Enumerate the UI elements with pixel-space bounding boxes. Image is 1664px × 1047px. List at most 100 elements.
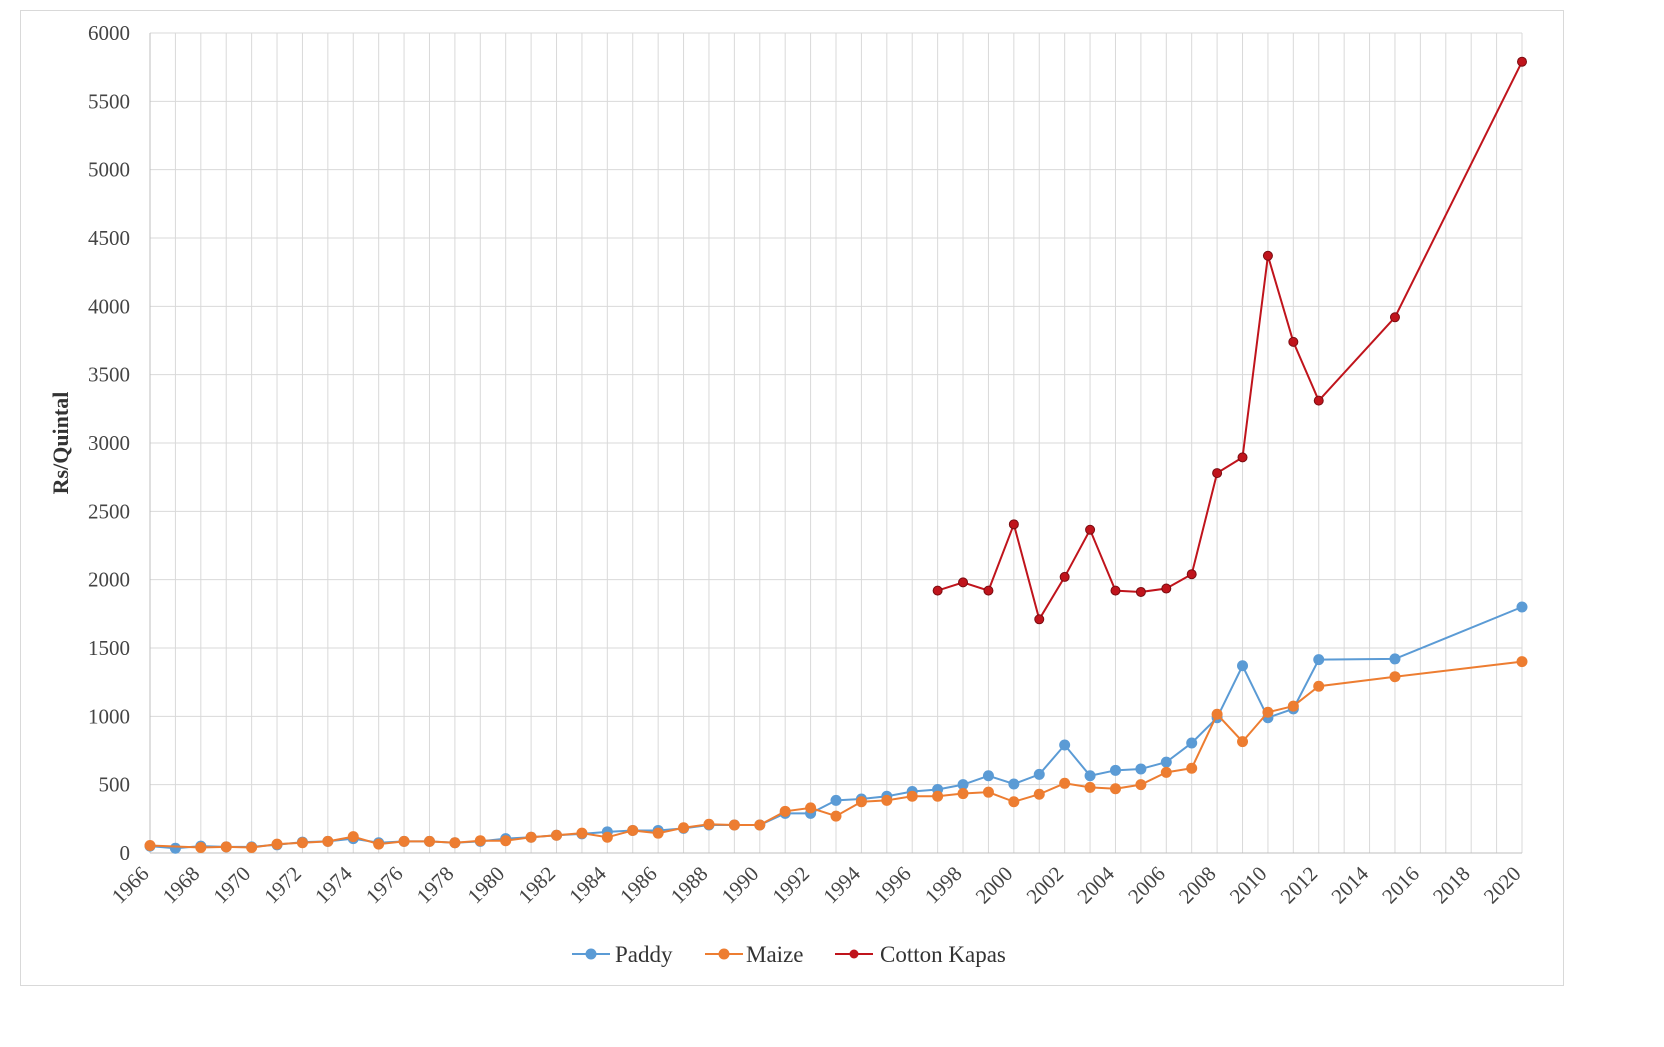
data-point-cotton-kapas xyxy=(1008,519,1019,530)
data-point-paddy xyxy=(1389,653,1401,665)
y-tick-label: 4000 xyxy=(88,294,130,318)
data-point-maize xyxy=(601,831,613,843)
y-axis-label: Rs/Quintal xyxy=(48,392,73,495)
x-tick-label: 2020 xyxy=(1479,862,1526,909)
data-point-cotton-kapas xyxy=(1517,56,1527,67)
data-point-maize xyxy=(220,841,232,853)
y-tick-label: 2000 xyxy=(88,568,130,592)
series-cotton-kapas xyxy=(932,56,1527,625)
data-point-maize xyxy=(728,819,740,831)
data-point-maize xyxy=(881,794,893,806)
data-point-maize xyxy=(932,790,944,802)
x-tick-label: 2000 xyxy=(971,862,1018,909)
x-tick-label: 2002 xyxy=(1022,862,1069,909)
x-tick-label: 1996 xyxy=(869,862,916,909)
data-point-paddy xyxy=(1237,660,1249,672)
data-point-maize xyxy=(398,835,410,847)
series-maize xyxy=(144,656,1528,854)
data-point-maize xyxy=(576,827,588,839)
x-tick-label: 2004 xyxy=(1072,861,1119,908)
data-point-cotton-kapas xyxy=(1237,452,1248,463)
data-point-cotton-kapas xyxy=(1288,336,1299,347)
data-point-maize xyxy=(652,827,664,839)
data-point-maize xyxy=(1008,796,1020,808)
data-point-paddy xyxy=(1109,764,1121,776)
y-tick-label: 1000 xyxy=(88,704,130,728)
data-point-paddy xyxy=(1313,654,1325,666)
x-tick-label: 1982 xyxy=(513,862,560,909)
data-point-cotton-kapas xyxy=(1212,468,1223,479)
x-tick-label: 1986 xyxy=(615,862,662,909)
data-point-maize xyxy=(779,805,791,817)
x-tick-label: 2018 xyxy=(1428,862,1475,909)
data-point-maize xyxy=(1262,706,1274,718)
data-point-paddy xyxy=(1135,763,1147,775)
data-point-cotton-kapas xyxy=(1262,250,1273,261)
x-tick-label: 2012 xyxy=(1276,862,1323,909)
x-tick-label: 1974 xyxy=(310,861,357,908)
data-point-maize xyxy=(1109,783,1121,795)
x-tick-label: 1976 xyxy=(361,862,408,909)
data-point-cotton-kapas xyxy=(1085,524,1096,535)
legend-swatch-marker xyxy=(585,948,597,960)
y-tick-label: 500 xyxy=(99,773,131,797)
data-point-maize xyxy=(1059,777,1071,789)
data-point-paddy xyxy=(1084,770,1096,782)
data-point-maize xyxy=(373,838,385,850)
data-point-cotton-kapas xyxy=(1186,569,1197,580)
y-tick-label: 5500 xyxy=(88,89,130,113)
series-layer xyxy=(144,56,1528,854)
data-point-paddy xyxy=(1516,601,1528,613)
x-tick-label: 1984 xyxy=(564,861,611,908)
data-point-maize xyxy=(195,842,207,854)
x-tick-label: 2010 xyxy=(1225,862,1272,909)
y-tick-label: 3000 xyxy=(88,431,130,455)
x-tick-label: 1972 xyxy=(259,862,306,909)
y-tick-label: 1500 xyxy=(88,636,130,660)
legend-item-maize: Maize xyxy=(705,942,803,967)
legend-label: Cotton Kapas xyxy=(880,942,1006,967)
data-point-paddy xyxy=(169,842,181,854)
data-point-cotton-kapas xyxy=(1110,585,1121,596)
data-point-cotton-kapas xyxy=(1389,312,1400,323)
x-tick-label: 1998 xyxy=(920,862,967,909)
data-point-maize xyxy=(1033,788,1045,800)
data-point-maize xyxy=(1516,656,1528,668)
legend-item-paddy: Paddy xyxy=(572,942,673,967)
data-point-paddy xyxy=(1008,778,1020,790)
x-tick-label: 1990 xyxy=(717,862,764,909)
x-tick-label: 1988 xyxy=(666,862,713,909)
data-point-maize xyxy=(246,842,258,854)
data-point-maize xyxy=(1287,700,1299,712)
data-point-maize xyxy=(754,819,766,831)
data-point-maize xyxy=(500,835,512,847)
x-tick-label: 1994 xyxy=(818,861,865,908)
data-point-maize xyxy=(1084,781,1096,793)
data-point-maize xyxy=(830,810,842,822)
y-tick-label: 6000 xyxy=(88,21,130,45)
data-point-cotton-kapas xyxy=(1313,395,1324,406)
data-point-maize xyxy=(449,837,461,849)
data-point-cotton-kapas xyxy=(932,585,943,596)
data-point-maize xyxy=(474,835,486,847)
data-point-maize xyxy=(1186,762,1198,774)
data-point-maize xyxy=(423,835,435,847)
legend-swatch-marker xyxy=(718,948,730,960)
x-tick-label: 1966 xyxy=(107,862,154,909)
data-point-maize xyxy=(957,788,969,800)
y-tick-label: 3500 xyxy=(88,363,130,387)
x-tick-label: 2014 xyxy=(1326,861,1373,908)
x-tick-label: 2006 xyxy=(1123,862,1170,909)
legend: Paddy Maize Cotton Kapas xyxy=(572,942,1006,967)
data-point-paddy xyxy=(1059,739,1071,751)
data-point-cotton-kapas xyxy=(958,577,969,588)
x-tick-label: 1968 xyxy=(158,862,205,909)
data-point-cotton-kapas xyxy=(1135,586,1146,597)
data-point-paddy xyxy=(982,770,994,782)
legend-swatch-marker xyxy=(849,949,859,959)
data-point-maize xyxy=(906,790,918,802)
data-point-maize xyxy=(144,839,156,851)
data-point-cotton-kapas xyxy=(983,585,994,596)
series-line-cotton-kapas xyxy=(937,61,1523,622)
data-point-maize xyxy=(855,796,867,808)
